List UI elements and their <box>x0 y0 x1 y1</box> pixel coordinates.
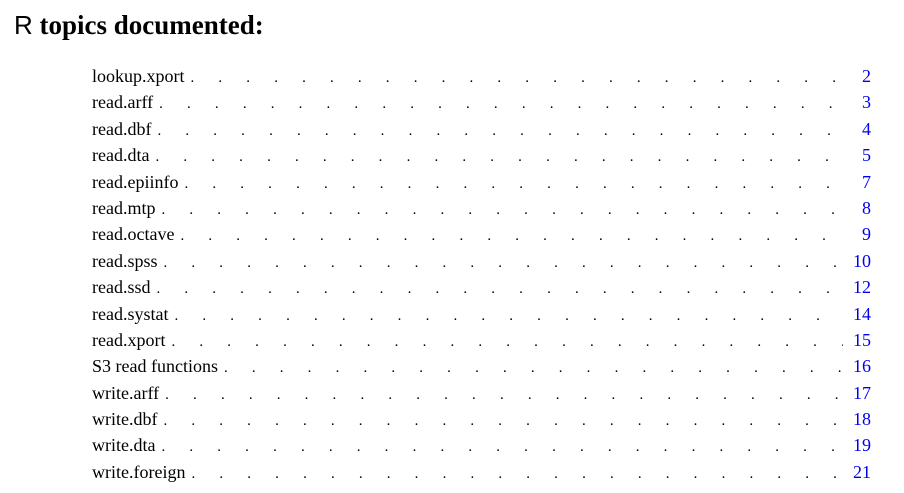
toc-row-read-octave[interactable]: read.octave . . . . . . . . . . . . . . … <box>92 221 871 247</box>
toc-entry-name[interactable]: read.dta <box>92 145 150 166</box>
r-logo-letter: R <box>14 10 33 40</box>
toc-page-link[interactable]: 17 <box>853 382 871 403</box>
toc-leader-dots: . . . . . . . . . . . . . . . . . . . . … <box>223 360 843 377</box>
toc-leader-dots: . . . . . . . . . . . . . . . . . . . . … <box>171 333 843 350</box>
toc-entry-name[interactable]: write.dbf <box>92 409 158 430</box>
toc-row-read-arff[interactable]: read.arff . . . . . . . . . . . . . . . … <box>92 89 871 115</box>
toc-row-read-spss[interactable]: read.spss . . . . . . . . . . . . . . . … <box>92 248 871 274</box>
page-title: R topics documented: <box>14 8 264 42</box>
toc-entry-name[interactable]: S3 read functions <box>92 356 218 377</box>
toc-row-s3-read-functions[interactable]: S3 read functions . . . . . . . . . . . … <box>92 353 871 379</box>
toc-page-link[interactable]: 19 <box>853 435 871 456</box>
toc-row-write-dta[interactable]: write.dta . . . . . . . . . . . . . . . … <box>92 432 871 458</box>
toc-entry-name[interactable]: write.arff <box>92 382 160 403</box>
toc-entry-name[interactable]: read.mtp <box>92 197 156 218</box>
toc-entry-name[interactable]: read.spss <box>92 250 158 271</box>
toc-page-link[interactable]: 21 <box>853 461 871 482</box>
toc-page-link[interactable]: 7 <box>862 171 871 192</box>
toc-entry-name[interactable]: read.xport <box>92 329 166 350</box>
toc-page-link[interactable]: 9 <box>862 224 871 245</box>
toc-leader-dots: . . . . . . . . . . . . . . . . . . . . … <box>157 122 843 139</box>
toc-leader-dots: . . . . . . . . . . . . . . . . . . . . … <box>184 175 843 192</box>
toc-entry-name[interactable]: read.ssd <box>92 277 151 298</box>
toc-leader-dots: . . . . . . . . . . . . . . . . . . . . … <box>190 70 844 86</box>
toc-leader-dots: . . . . . . . . . . . . . . . . . . . . … <box>161 439 843 456</box>
toc-page-link[interactable]: 10 <box>853 250 871 271</box>
toc-row-read-dbf[interactable]: read.dbf . . . . . . . . . . . . . . . .… <box>92 116 871 142</box>
toc-row-read-epiinfo[interactable]: read.epiinfo . . . . . . . . . . . . . .… <box>92 169 871 195</box>
toc-leader-dots: . . . . . . . . . . . . . . . . . . . . … <box>191 465 843 482</box>
toc-leader-dots: . . . . . . . . . . . . . . . . . . . . … <box>159 96 843 113</box>
toc-row-read-dta[interactable]: read.dta . . . . . . . . . . . . . . . .… <box>92 142 871 168</box>
toc-row-read-mtp[interactable]: read.mtp . . . . . . . . . . . . . . . .… <box>92 195 871 221</box>
toc-page-link[interactable]: 5 <box>862 145 871 166</box>
toc-leader-dots: . . . . . . . . . . . . . . . . . . . . … <box>174 307 843 324</box>
toc-entry-name[interactable]: read.arff <box>92 92 154 113</box>
toc-row-write-arff[interactable]: write.arff . . . . . . . . . . . . . . .… <box>92 380 871 406</box>
toc-leader-dots: . . . . . . . . . . . . . . . . . . . . … <box>163 254 844 271</box>
toc-leader-dots: . . . . . . . . . . . . . . . . . . . . … <box>163 413 843 430</box>
toc-entry-name[interactable]: write.dta <box>92 435 156 456</box>
toc-entry-name[interactable]: read.octave <box>92 224 175 245</box>
toc-page-link[interactable]: 2 <box>862 66 871 86</box>
toc-row-read-systat[interactable]: read.systat . . . . . . . . . . . . . . … <box>92 301 871 327</box>
toc-page-link[interactable]: 3 <box>862 92 871 113</box>
toc-leader-dots: . . . . . . . . . . . . . . . . . . . . … <box>156 281 843 298</box>
toc-row-lookup-xport[interactable]: lookup.xport . . . . . . . . . . . . . .… <box>92 63 871 89</box>
table-of-contents: lookup.xport . . . . . . . . . . . . . .… <box>92 63 871 485</box>
toc-page-link[interactable]: 12 <box>853 277 871 298</box>
toc-page-link[interactable]: 18 <box>853 409 871 430</box>
toc-entry-name[interactable]: read.dbf <box>92 118 152 139</box>
toc-leader-dots: . . . . . . . . . . . . . . . . . . . . … <box>180 228 843 245</box>
toc-page-link[interactable]: 14 <box>853 303 871 324</box>
toc-leader-dots: . . . . . . . . . . . . . . . . . . . . … <box>161 201 843 218</box>
toc-entry-name[interactable]: read.systat <box>92 303 169 324</box>
toc-leader-dots: . . . . . . . . . . . . . . . . . . . . … <box>155 149 843 166</box>
toc-page-link[interactable]: 15 <box>853 329 871 350</box>
page-title-text: topics documented: <box>39 10 264 40</box>
toc-row-write-foreign[interactable]: write.foreign . . . . . . . . . . . . . … <box>92 459 871 485</box>
toc-leader-dots: . . . . . . . . . . . . . . . . . . . . … <box>165 386 843 403</box>
toc-entry-name[interactable]: lookup.xport <box>92 66 185 86</box>
toc-page-link[interactable]: 8 <box>862 197 871 218</box>
toc-page-link[interactable]: 4 <box>862 118 871 139</box>
toc-row-write-dbf[interactable]: write.dbf . . . . . . . . . . . . . . . … <box>92 406 871 432</box>
toc-entry-name[interactable]: read.epiinfo <box>92 171 179 192</box>
toc-row-read-ssd[interactable]: read.ssd . . . . . . . . . . . . . . . .… <box>92 274 871 300</box>
toc-page-link[interactable]: 16 <box>853 356 871 377</box>
toc-entry-name[interactable]: write.foreign <box>92 461 186 482</box>
toc-row-read-xport[interactable]: read.xport . . . . . . . . . . . . . . .… <box>92 327 871 353</box>
